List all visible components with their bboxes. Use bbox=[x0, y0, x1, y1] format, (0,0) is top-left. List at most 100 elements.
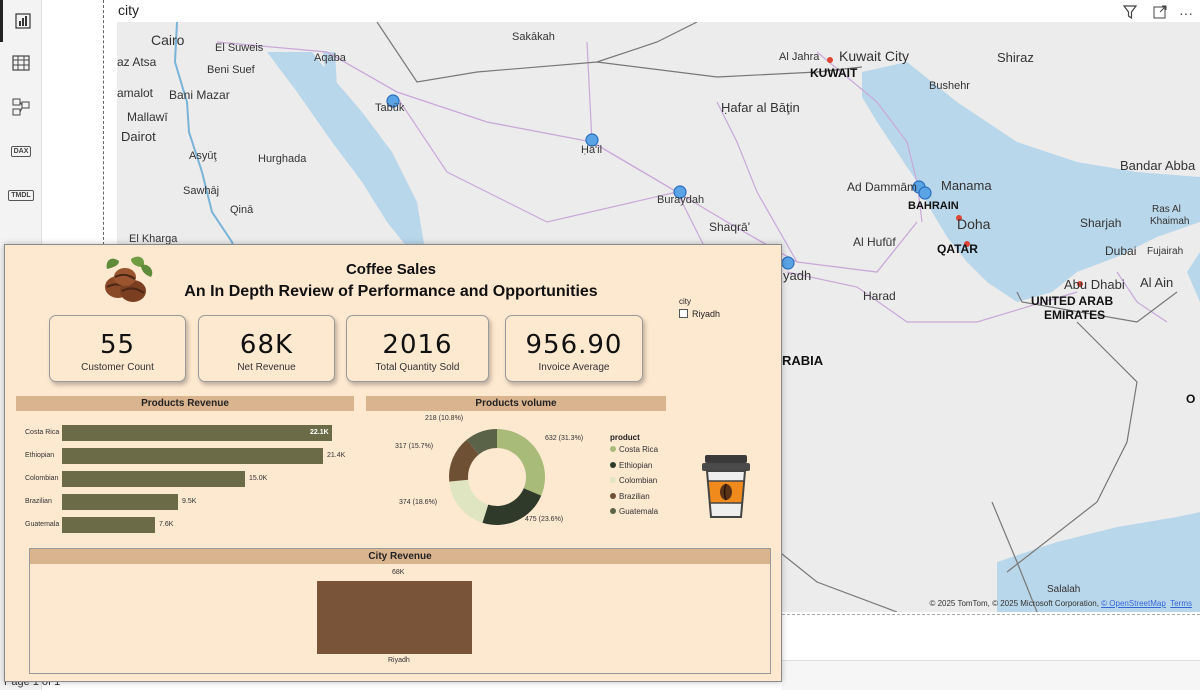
place-bushehr: Bushehr bbox=[929, 80, 970, 92]
legend-item[interactable]: Ethiopian bbox=[610, 461, 652, 470]
bar-value-label: 15.0K bbox=[249, 475, 268, 482]
tmdl-view-icon[interactable]: TMDL bbox=[0, 174, 42, 216]
place-el-kharga: El Kharga bbox=[129, 233, 178, 245]
place-az-atsa: az Atsa bbox=[117, 55, 157, 69]
kpi-value: 956.90 bbox=[525, 330, 623, 360]
donut-data-label: 218 (10.8%) bbox=[425, 415, 463, 422]
place-beni-suef: Beni Suef bbox=[207, 64, 255, 76]
donut-data-label: 632 (31.3%) bbox=[545, 435, 583, 442]
page-boundary bbox=[103, 0, 104, 250]
products-volume-header: Products volume bbox=[366, 396, 666, 411]
bar-category-label: Guatemala bbox=[25, 521, 60, 528]
legend-label: Brazilian bbox=[619, 491, 650, 501]
donut-data-label: 317 (15.7%) bbox=[395, 443, 433, 450]
page-footer-bar bbox=[782, 660, 1200, 690]
revenue-bar[interactable] bbox=[62, 517, 155, 533]
place-al-hufuf: Al Hufūf bbox=[853, 235, 896, 249]
place-doha: Doha bbox=[957, 216, 991, 232]
place-cairo: Cairo bbox=[151, 32, 185, 48]
legend-swatch bbox=[610, 492, 616, 499]
coffee-dashboard[interactable]: Coffee Sales An In Depth Review of Perfo… bbox=[4, 244, 782, 682]
place-ras-al: Ras Al bbox=[1152, 204, 1181, 215]
table-view-icon[interactable] bbox=[0, 42, 42, 84]
country-bahrain: BAHRAIN bbox=[908, 200, 959, 212]
riyadh-checkbox[interactable] bbox=[679, 309, 688, 318]
filter-icon[interactable] bbox=[1120, 4, 1140, 22]
kpi-label: Customer Count bbox=[81, 362, 154, 373]
place-mallawi: Mallawī bbox=[127, 110, 168, 124]
place-fujairah: Fujairah bbox=[1147, 246, 1184, 257]
donut-slice[interactable] bbox=[449, 439, 479, 482]
kpi-total-quantity[interactable]: 2016 Total Quantity Sold bbox=[346, 315, 489, 382]
place-hail: Ḥā'il bbox=[581, 144, 603, 156]
legend-swatch bbox=[610, 477, 616, 483]
donut-data-label: 374 (18.6%) bbox=[399, 499, 437, 506]
legend-item[interactable]: Costa Rica bbox=[610, 445, 658, 454]
attribution-text: © 2025 TomTom, © 2025 Microsoft Corporat… bbox=[929, 599, 1102, 608]
donut-slice[interactable] bbox=[449, 479, 489, 523]
place-dairot: Dairot bbox=[121, 129, 156, 144]
products-volume-chart[interactable]: 632 (31.3%) 475 (23.6%) 374 (18.6%) 317 (15… bbox=[385, 409, 635, 539]
place-hurghada: Hurghada bbox=[258, 153, 307, 165]
legend-item[interactable]: Colombian bbox=[610, 476, 657, 485]
coffee-cup-icon bbox=[702, 455, 750, 518]
place-sharjah: Sharjah bbox=[1080, 216, 1122, 230]
visual-header-tools: ··· bbox=[1120, 4, 1198, 22]
place-bani-mazar: Bani Mazar bbox=[169, 88, 230, 102]
donut-slice[interactable] bbox=[482, 488, 542, 525]
city-revenue-bar[interactable] bbox=[317, 581, 472, 654]
place-khaimah: Khaimah bbox=[1150, 216, 1190, 227]
place-ad-dammam: Ad Dammām bbox=[847, 180, 918, 194]
donut-svg: 632 (31.3%) 475 (23.6%) 374 (18.6%) 317 (15… bbox=[395, 415, 583, 525]
bar-category-label: Colombian bbox=[25, 475, 59, 482]
revenue-bar[interactable] bbox=[62, 471, 245, 487]
place-dubai: Dubai bbox=[1105, 244, 1137, 258]
dashboard-subtitle: An In Depth Review of Performance and Op… bbox=[184, 283, 598, 300]
tmdl-label: TMDL bbox=[8, 189, 34, 201]
legend-item[interactable]: Guatemala bbox=[610, 507, 658, 516]
country-uae-line1: UNITED ARAB bbox=[1031, 294, 1114, 308]
place-sakakah: Sakākah bbox=[512, 31, 555, 43]
donut-slice[interactable] bbox=[466, 429, 497, 455]
place-hafar: Ḥafar al Bāţin bbox=[721, 100, 800, 115]
kpi-label: Net Revenue bbox=[237, 362, 296, 373]
bar-category-label: Brazilian bbox=[25, 498, 52, 505]
place-al-jahra: Al Jahra bbox=[779, 51, 820, 63]
kpi-value: 55 bbox=[99, 330, 136, 360]
coffee-beans-icon bbox=[105, 256, 153, 302]
legend-label: Costa Rica bbox=[619, 445, 659, 454]
dashboard-title: Coffee Sales bbox=[345, 261, 437, 278]
country-qatar: QATAR bbox=[937, 242, 978, 256]
kpi-net-revenue[interactable]: 68K Net Revenue bbox=[198, 315, 335, 382]
kpi-customer-count[interactable]: 55 Customer Count bbox=[49, 315, 186, 382]
revenue-bar[interactable] bbox=[62, 448, 323, 464]
legend-label: Colombian bbox=[619, 476, 658, 485]
donut-data-label: 475 (23.6%) bbox=[525, 516, 563, 523]
city-bar-value-label: 68K bbox=[392, 569, 405, 576]
more-options-icon[interactable]: ··· bbox=[1179, 5, 1193, 21]
bar-category-label: Costa Rica bbox=[25, 429, 60, 436]
legend-item[interactable]: Brazilian bbox=[610, 492, 650, 501]
revenue-bar[interactable] bbox=[62, 494, 178, 510]
dax-label: DAX bbox=[10, 145, 32, 157]
legend-label: Guatemala bbox=[619, 507, 659, 516]
kpi-invoice-average[interactable]: 956.90 Invoice Average bbox=[505, 315, 643, 382]
report-view-icon[interactable] bbox=[0, 0, 42, 42]
model-view-icon[interactable] bbox=[0, 86, 42, 128]
products-revenue-header: Products Revenue bbox=[16, 396, 354, 411]
legend-swatch bbox=[610, 461, 616, 468]
place-riyadh: yadh bbox=[783, 268, 812, 283]
donut-slice[interactable] bbox=[497, 429, 545, 496]
focus-mode-icon[interactable] bbox=[1150, 4, 1170, 22]
place-al-ain: Al Ain bbox=[1140, 275, 1174, 290]
revenue-bar[interactable] bbox=[62, 425, 332, 441]
dax-query-icon[interactable]: DAX bbox=[0, 130, 42, 172]
place-bandar-abbas: Bandar Abba bbox=[1120, 158, 1196, 173]
place-aqaba: Aqaba bbox=[314, 52, 346, 64]
map-title: city bbox=[118, 2, 139, 18]
place-el-suweis: El Suweis bbox=[215, 42, 264, 54]
place-harad: Harad bbox=[863, 289, 896, 303]
terms-link[interactable]: Terms bbox=[1170, 599, 1192, 608]
osm-link[interactable]: © OpenStreetMap bbox=[1101, 599, 1166, 608]
city-slicer-option[interactable]: Riyadh bbox=[679, 309, 720, 319]
